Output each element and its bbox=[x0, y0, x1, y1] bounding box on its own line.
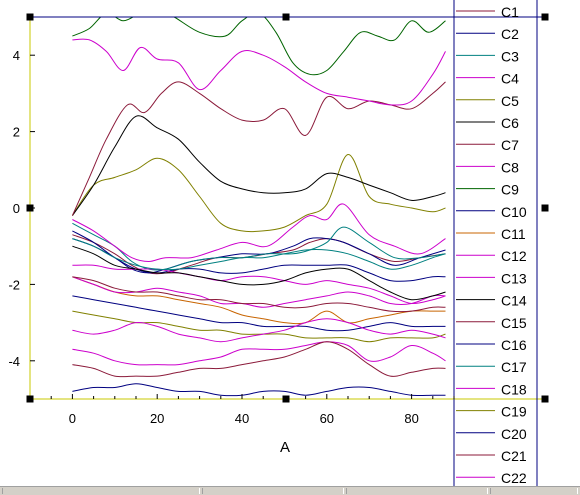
legend-label-c7: C7 bbox=[501, 137, 519, 153]
legend-label-c16: C16 bbox=[501, 337, 527, 353]
series-line-c14 bbox=[72, 245, 446, 301]
legend-label-c22: C22 bbox=[501, 470, 527, 486]
x-tick-label: 20 bbox=[150, 411, 164, 426]
x-tick-label: 0 bbox=[69, 411, 76, 426]
series-line-c6 bbox=[71, 115, 446, 216]
resize-handle bbox=[282, 395, 290, 403]
status-cell-4 bbox=[490, 488, 578, 494]
y-tick-label: -2 bbox=[8, 277, 20, 292]
legend-label-c12: C12 bbox=[501, 248, 527, 264]
legend-label-c6: C6 bbox=[501, 115, 519, 131]
series-line-c4 bbox=[72, 203, 446, 263]
plot-frame bbox=[30, 17, 454, 399]
series-line-c21 bbox=[72, 341, 446, 378]
x-tick-label: 40 bbox=[235, 411, 249, 426]
status-cell-1 bbox=[2, 488, 200, 494]
series-line-c3 bbox=[72, 222, 446, 271]
series-line-c11 bbox=[72, 276, 446, 325]
resize-handle bbox=[26, 395, 34, 403]
series-line-c22 bbox=[72, 318, 446, 343]
legend-label-c11: C11 bbox=[501, 226, 526, 242]
resize-handle bbox=[541, 395, 549, 403]
legend-label-c5: C5 bbox=[501, 93, 519, 109]
legend-label-c19: C19 bbox=[501, 404, 527, 420]
resize-handle bbox=[282, 13, 290, 21]
legend-label-c2: C2 bbox=[501, 26, 519, 42]
legend: C1 C2 C3 C4 C5 C6 C7 C8 C9 C10 C11 C12 C13 C14 C15 C16 C… bbox=[456, 4, 527, 486]
legend-label-c18: C18 bbox=[501, 381, 527, 397]
series-line-c5 bbox=[71, 154, 446, 233]
y-tick-label: 0 bbox=[13, 201, 20, 216]
legend-label-c21: C21 bbox=[501, 448, 527, 464]
selection-handles bbox=[26, 13, 549, 403]
legend-label-c1: C1 bbox=[501, 4, 519, 20]
y-tick-label: 2 bbox=[13, 125, 20, 140]
legend-label-c14: C14 bbox=[501, 293, 527, 309]
series-line-c20 bbox=[72, 383, 446, 397]
series-line-c8 bbox=[72, 38, 446, 106]
series-line-c17 bbox=[72, 238, 446, 271]
legend-label-c13: C13 bbox=[501, 270, 527, 286]
tick-layer: 420-2-40 20 40 60 80 bbox=[8, 48, 455, 426]
legend-label-c4: C4 bbox=[501, 71, 519, 87]
legend-label-c17: C17 bbox=[501, 359, 527, 375]
series-line-c9 bbox=[72, 17, 446, 76]
x-axis-title: A bbox=[280, 439, 290, 456]
status-cell-2 bbox=[202, 488, 344, 494]
series-line-c15 bbox=[72, 276, 446, 313]
legend-label-c3: C3 bbox=[501, 48, 519, 64]
series-line-c16 bbox=[72, 295, 446, 332]
resize-handle bbox=[26, 13, 34, 21]
legend-label-c20: C20 bbox=[501, 426, 527, 442]
series-layer bbox=[71, 17, 446, 397]
legend-label-c10: C10 bbox=[501, 204, 527, 220]
legend-label-c15: C15 bbox=[501, 315, 527, 331]
resize-handle bbox=[541, 204, 549, 212]
resize-handle bbox=[26, 204, 34, 212]
status-cell-3 bbox=[346, 488, 488, 494]
x-tick-label: 60 bbox=[320, 411, 334, 426]
legend-label-c8: C8 bbox=[501, 159, 519, 175]
y-tick-label: -4 bbox=[8, 354, 20, 369]
status-bar bbox=[0, 486, 580, 495]
x-tick-label: 80 bbox=[404, 411, 418, 426]
resize-handle bbox=[541, 13, 549, 21]
series-line-c18 bbox=[72, 341, 446, 366]
y-tick-label: 4 bbox=[13, 48, 20, 63]
legend-label-c9: C9 bbox=[501, 182, 519, 198]
